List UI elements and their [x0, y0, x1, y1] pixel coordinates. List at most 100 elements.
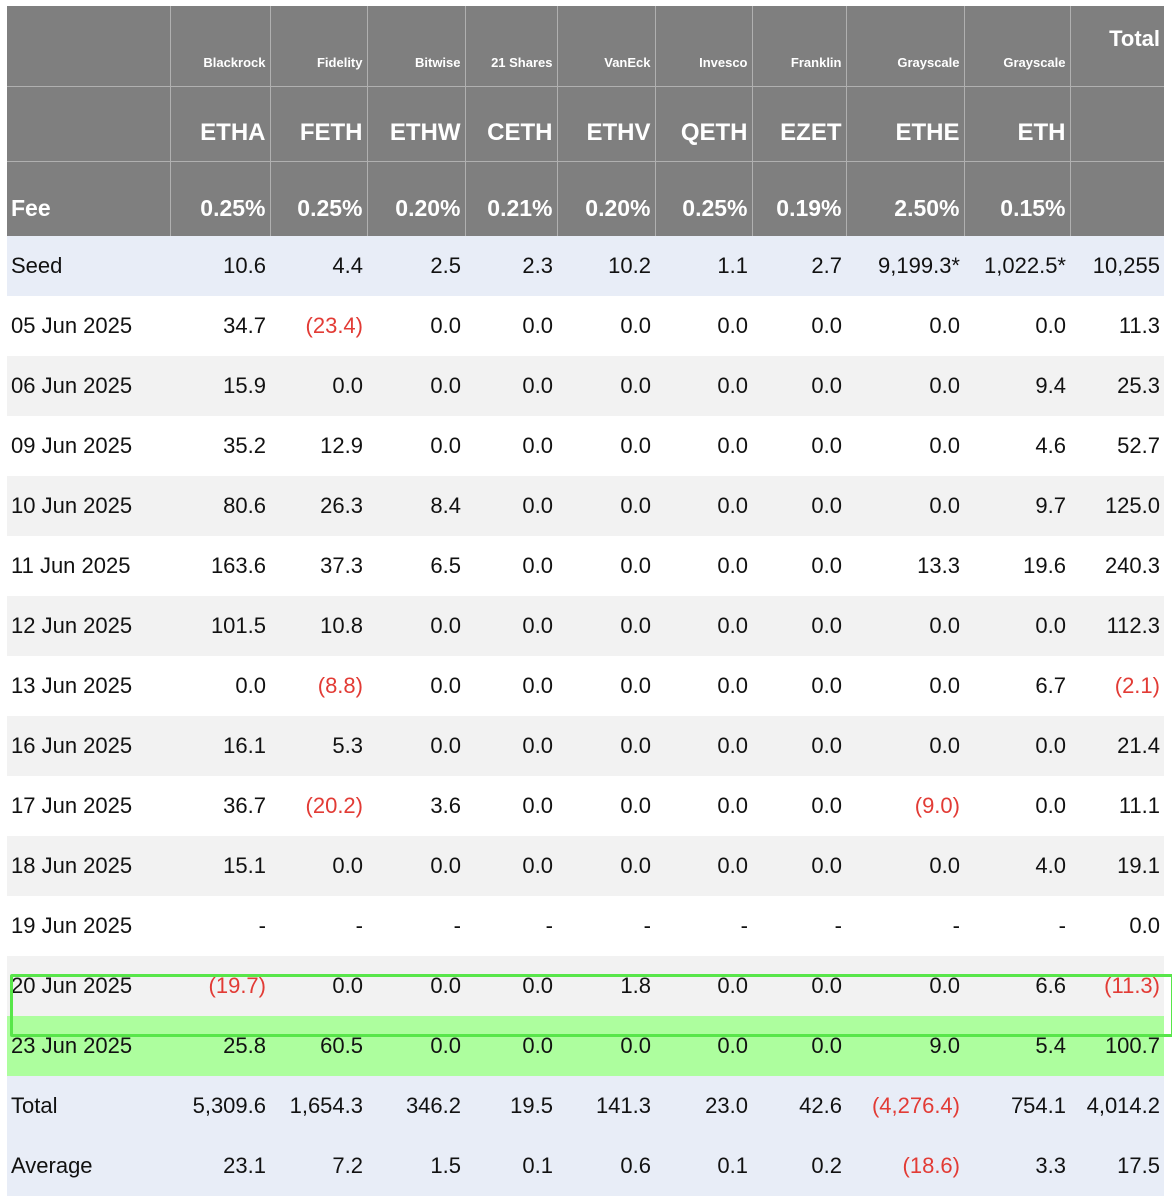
fee-header: 0.25% — [269, 161, 367, 236]
row-total-cell: 125.0 — [1070, 476, 1164, 536]
flow-value-cell: 0.0 — [557, 536, 655, 596]
flow-value-cell: (18.6) — [846, 1136, 964, 1196]
ticker-header: CETH — [464, 86, 557, 162]
row-label: 17 Jun 2025 — [7, 776, 170, 836]
ticker-header: QETH — [654, 86, 752, 162]
summary-row: Average 23.1 7.2 1.5 0.1 0.6 0.1 0.2 (18.6) 3.3 17… — [7, 1136, 1164, 1196]
flow-value-cell: 0.0 — [752, 716, 846, 776]
flow-value-cell: 2.7 — [752, 236, 846, 296]
flow-value-cell: (9.0) — [846, 776, 964, 836]
flow-value-cell: 0.0 — [752, 356, 846, 416]
flow-value-cell: 0.0 — [465, 536, 557, 596]
table-row: 17 Jun 2025 36.7 (20.2) 3.6 0.0 0.0 0.0 0.0 (9.0… — [7, 776, 1164, 836]
flow-value-cell: 0.0 — [367, 836, 465, 896]
fee-header-row: Fee 0.25% 0.25% 0.20% 0.21% 0.20% 0.25% 0.19% 2… — [7, 161, 1164, 236]
table-row: 06 Jun 2025 15.9 0.0 0.0 0.0 0.0 0.0 0.0 0.0 9.4 2… — [7, 356, 1164, 416]
flow-value-cell: 2.5 — [367, 236, 465, 296]
table-row: 16 Jun 2025 16.1 5.3 0.0 0.0 0.0 0.0 0.0 0.0 0.0 2… — [7, 716, 1164, 776]
table-row: 18 Jun 2025 15.1 0.0 0.0 0.0 0.0 0.0 0.0 0.0 4.0 1… — [7, 836, 1164, 896]
row-label: 16 Jun 2025 — [7, 716, 170, 776]
flow-value-cell: 0.0 — [465, 776, 557, 836]
flow-value-cell: 0.0 — [752, 596, 846, 656]
flow-value-cell: 0.0 — [465, 296, 557, 356]
flow-value-cell: 0.0 — [846, 476, 964, 536]
flow-value-cell: 19.5 — [465, 1076, 557, 1136]
flow-value-cell: (19.7) — [170, 956, 270, 1016]
flow-value-cell: 0.0 — [655, 716, 752, 776]
fee-header: 0.19% — [751, 161, 846, 236]
flow-value-cell: 0.0 — [170, 656, 270, 716]
flow-value-cell: 0.0 — [655, 476, 752, 536]
flow-value-cell: (4,276.4) — [846, 1076, 964, 1136]
flow-value-cell: 8.4 — [367, 476, 465, 536]
table-row: Seed 10.6 4.4 2.5 2.3 10.2 1.1 2.7 9,199.3* 1,022… — [7, 236, 1164, 296]
table-row: 11 Jun 2025 163.6 37.3 6.5 0.0 0.0 0.0 0.0 13.3 1… — [7, 536, 1164, 596]
ticker-header: ETHA — [169, 86, 270, 162]
row-label: 11 Jun 2025 — [7, 536, 170, 596]
flow-value-cell: 0.0 — [367, 716, 465, 776]
table-row: 20 Jun 2025 (19.7) 0.0 0.0 0.0 1.8 0.0 0.0 0.0 6.… — [7, 956, 1164, 1016]
flow-value-cell: (8.8) — [270, 656, 367, 716]
flow-value-cell: 101.5 — [170, 596, 270, 656]
flow-value-cell: 80.6 — [170, 476, 270, 536]
flow-value-cell: 0.0 — [655, 416, 752, 476]
fee-header: 0.15% — [963, 161, 1070, 236]
flow-value-cell: 42.6 — [752, 1076, 846, 1136]
flow-value-cell: 35.2 — [170, 416, 270, 476]
flow-value-cell: 0.0 — [557, 416, 655, 476]
issuer-header: Fidelity — [269, 6, 367, 87]
flow-value-cell: - — [465, 896, 557, 956]
flow-value-cell: 1,022.5* — [964, 236, 1070, 296]
flow-value-cell: 0.0 — [964, 776, 1070, 836]
flow-value-cell: 0.0 — [557, 1016, 655, 1076]
flow-value-cell: - — [557, 896, 655, 956]
row-total-cell: 17.5 — [1070, 1136, 1164, 1196]
flow-value-cell: 0.0 — [367, 1016, 465, 1076]
fee-label: Fee — [7, 161, 170, 236]
row-label: 20 Jun 2025 — [7, 956, 170, 1016]
corner-cell — [7, 6, 170, 87]
flow-value-cell: 0.0 — [367, 296, 465, 356]
row-total-cell: 4,014.2 — [1070, 1076, 1164, 1136]
flow-value-cell: 9.0 — [846, 1016, 964, 1076]
issuer-header: Blackrock — [169, 6, 270, 87]
flow-value-cell: 141.3 — [557, 1076, 655, 1136]
flow-value-cell: 5.3 — [270, 716, 367, 776]
flow-value-cell: 0.0 — [465, 356, 557, 416]
flow-value-cell: 0.0 — [367, 956, 465, 1016]
flow-value-cell: - — [270, 896, 367, 956]
flow-value-cell: 0.0 — [465, 836, 557, 896]
flow-value-cell: 1.5 — [367, 1136, 465, 1196]
flow-value-cell: 754.1 — [964, 1076, 1070, 1136]
flow-value-cell: 0.0 — [465, 1016, 557, 1076]
flow-value-cell: 7.2 — [270, 1136, 367, 1196]
flow-value-cell: 0.0 — [655, 596, 752, 656]
flow-value-cell: 0.0 — [752, 416, 846, 476]
table-row: 19 Jun 2025- - - - - - - - -0.0 — [7, 896, 1164, 956]
flow-value-cell: 0.0 — [367, 596, 465, 656]
row-total-cell: 52.7 — [1070, 416, 1164, 476]
flow-value-cell: 23.0 — [655, 1076, 752, 1136]
flow-value-cell: 1,654.3 — [270, 1076, 367, 1136]
flow-value-cell: 10.6 — [170, 236, 270, 296]
row-label: 06 Jun 2025 — [7, 356, 170, 416]
flow-value-cell: 0.0 — [964, 596, 1070, 656]
flow-value-cell: 6.6 — [964, 956, 1070, 1016]
flow-value-cell: 0.0 — [752, 956, 846, 1016]
fee-header: 0.20% — [556, 161, 655, 236]
flow-value-cell: 0.0 — [846, 416, 964, 476]
flow-value-cell: 0.0 — [752, 776, 846, 836]
flow-value-cell: - — [655, 896, 752, 956]
row-label: 12 Jun 2025 — [7, 596, 170, 656]
ticker-header: ETH — [963, 86, 1070, 162]
ticker-header: EZET — [751, 86, 846, 162]
issuer-header: Grayscale — [963, 6, 1070, 87]
flow-value-cell: 2.3 — [465, 236, 557, 296]
row-label: 13 Jun 2025 — [7, 656, 170, 716]
issuer-header: Bitwise — [366, 6, 465, 87]
flow-value-cell: 0.0 — [270, 956, 367, 1016]
flow-value-cell: 6.5 — [367, 536, 465, 596]
flow-value-cell: 3.6 — [367, 776, 465, 836]
flow-value-cell: 0.0 — [557, 296, 655, 356]
row-label: 23 Jun 2025 — [7, 1016, 170, 1076]
